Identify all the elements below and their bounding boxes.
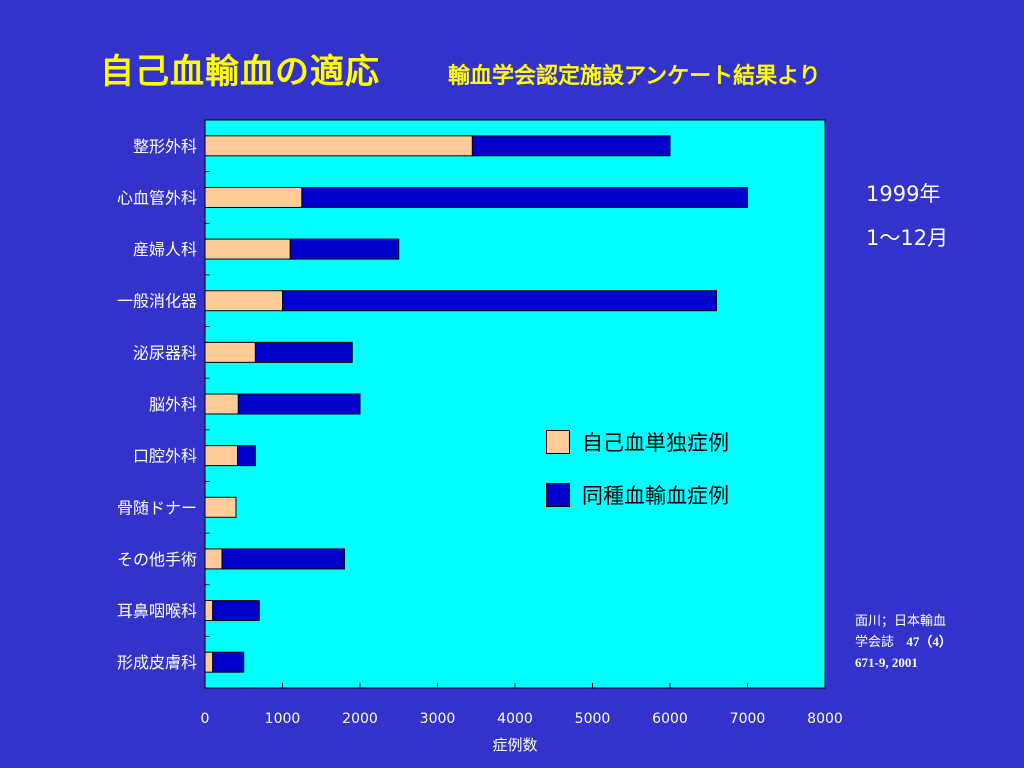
legend-label-autologous: 自己血単独症例 — [582, 431, 729, 455]
x-tick-label: 0 — [201, 711, 210, 727]
period-months: 1～12月 — [866, 226, 949, 250]
category-label: 整形外科 — [133, 137, 197, 156]
bar-homologous — [282, 290, 717, 312]
bar-autologous — [204, 548, 223, 570]
category-label: 一般消化器 — [117, 292, 197, 311]
period-year: 1999年 — [866, 182, 941, 206]
legend-swatch-autologous — [546, 430, 570, 454]
category-label: 口腔外科 — [133, 447, 197, 466]
bar-homologous — [237, 393, 361, 415]
x-tick-label: 5000 — [575, 711, 611, 727]
bar-autologous — [204, 238, 291, 260]
category-label: 形成皮膚科 — [117, 653, 197, 672]
category-label: 泌尿器科 — [133, 343, 197, 362]
bar-autologous — [204, 600, 214, 622]
bar-autologous — [204, 445, 239, 467]
bar-autologous — [204, 496, 237, 518]
x-tick-label: 1000 — [265, 711, 301, 727]
page-title: 自己血輸血の適応 — [100, 52, 380, 92]
x-tick-label: 8000 — [807, 711, 843, 727]
legend-item-autologous: 自己血単独症例 — [546, 427, 729, 457]
category-label: 脳外科 — [149, 395, 197, 414]
x-tick-label: 3000 — [420, 711, 456, 727]
bar-autologous — [204, 135, 473, 157]
legend-swatch-homologous — [546, 483, 570, 507]
category-label: 産婦人科 — [133, 240, 197, 259]
legend-item-homologous: 同種血輸血症例 — [546, 480, 729, 510]
bar-autologous — [204, 290, 283, 312]
citation-volume: 47（4） — [906, 634, 952, 649]
bar-homologous — [301, 186, 748, 208]
bar-autologous — [204, 341, 256, 363]
bar-homologous — [254, 341, 353, 363]
citation-line-2: 学会誌 47（4） — [855, 632, 952, 653]
page-subtitle: 輸血学会認定施設アンケート結果より — [448, 64, 821, 89]
x-tick-label: 4000 — [497, 711, 533, 727]
x-tick-label: 2000 — [342, 711, 378, 727]
x-axis-label: 症例数 — [492, 736, 537, 754]
bar-homologous — [289, 238, 400, 260]
category-label: 耳鼻咽喉科 — [117, 602, 197, 621]
citation: 面川；日本輸血 学会誌 47（4） 671-9, 2001 — [855, 612, 952, 673]
citation-line-1: 面川；日本輸血 — [855, 614, 947, 629]
bar-homologous — [471, 135, 671, 157]
legend-label-homologous: 同種血輸血症例 — [582, 484, 729, 508]
bar-homologous — [212, 600, 260, 622]
bar-autologous — [204, 393, 239, 415]
bar-autologous — [204, 186, 303, 208]
period-label: 1999年 1～12月 — [866, 172, 948, 260]
x-tick-label: 6000 — [652, 711, 688, 727]
bar-homologous — [212, 651, 245, 673]
category-label: 心血管外科 — [117, 188, 197, 207]
category-label: 骨随ドナー — [117, 498, 197, 517]
bar-homologous — [221, 548, 345, 570]
x-tick-label: 7000 — [730, 711, 766, 727]
category-label: その他手術 — [117, 550, 197, 569]
bar-autologous — [204, 651, 214, 673]
bar-homologous — [237, 445, 256, 467]
citation-journal: 学会誌 — [855, 635, 895, 650]
citation-line-3: 671-9, 2001 — [855, 655, 918, 670]
